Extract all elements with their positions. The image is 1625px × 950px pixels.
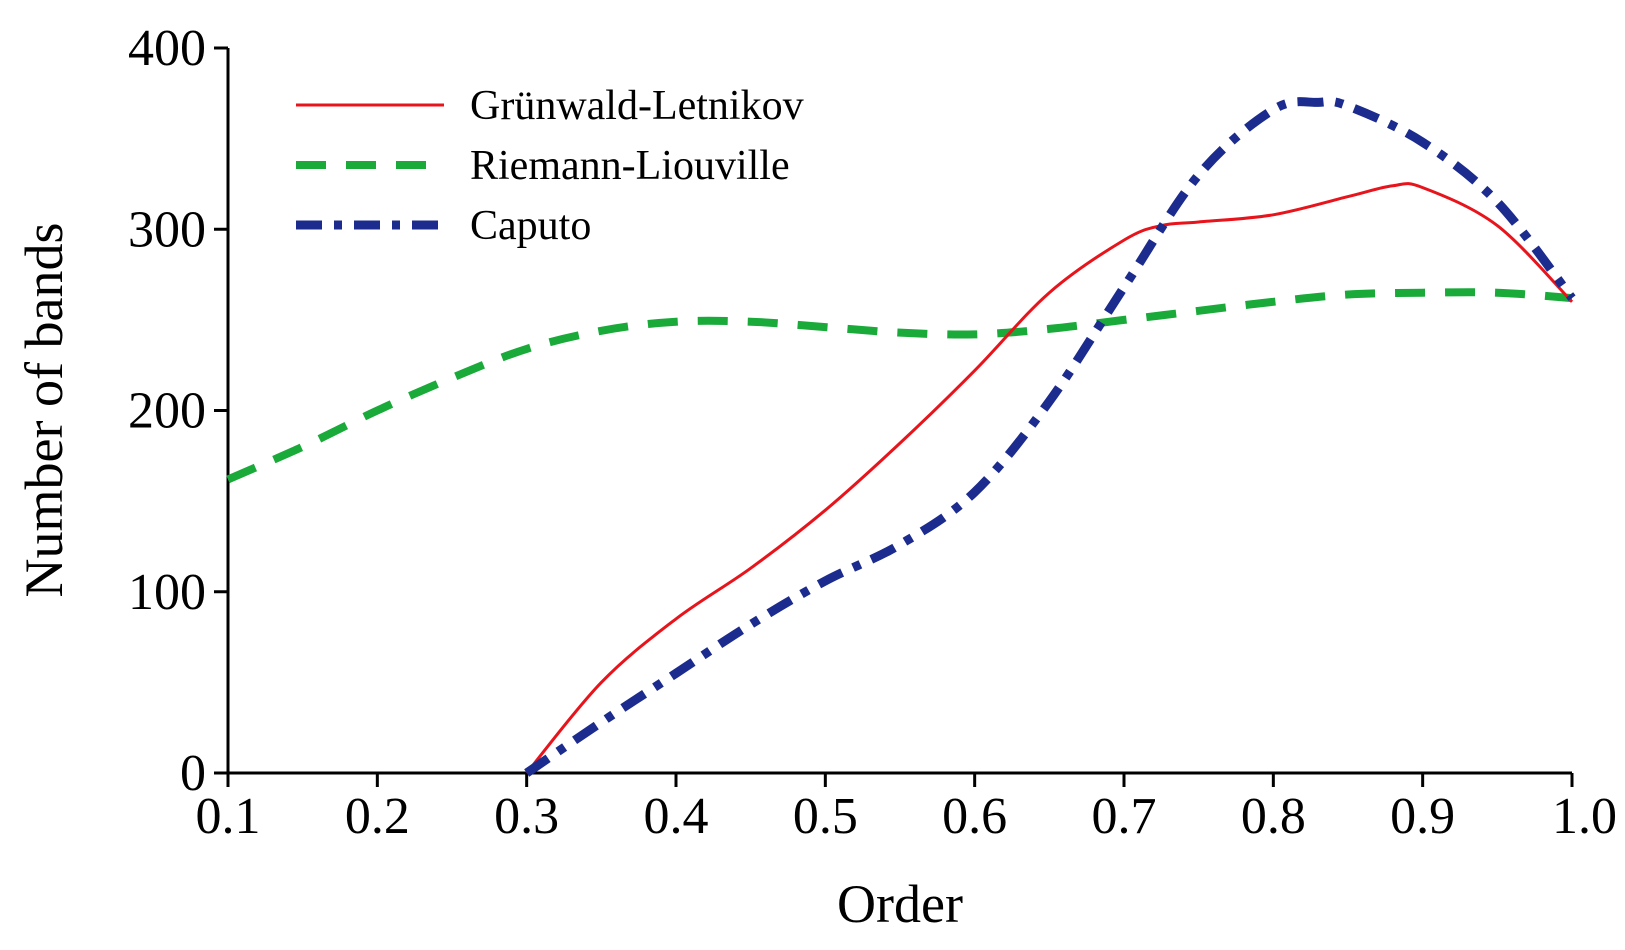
x-tick-label: 1.0 [1552,788,1617,845]
series-line-riemann-liouville [226,288,1573,484]
y-ticks: 0 100 200 300 400 [128,20,228,802]
x-tick-label: 0.1 [196,788,261,845]
x-tick-label: 0.6 [942,788,1007,845]
y-tick-label: 400 [128,20,206,77]
y-tick-label: 100 [128,564,206,621]
series-line-gr-nwald-letnikov [525,182,1574,774]
x-tick-label: 0.7 [1092,788,1157,845]
series-layer [226,97,1576,777]
y-axis-title: Number of bands [14,223,74,598]
legend-label-caputo: Caputo [470,203,591,249]
x-tick-label: 0.4 [644,788,709,845]
legend: Grünwald-Letnikov Riemann-Liouville Caputo [296,83,804,249]
y-tick-label: 300 [128,201,206,258]
series-line-caputo [524,97,1576,777]
axes [226,48,1572,775]
x-axis-title: Order [837,874,963,934]
y-tick-label: 200 [128,383,206,440]
x-tick-label: 0.8 [1241,788,1306,845]
x-tick-label: 0.9 [1390,788,1455,845]
y-tick-label: 0 [180,745,206,802]
x-tick-label: 0.2 [345,788,410,845]
x-tick-label: 0.5 [793,788,858,845]
legend-label-riemann-liouville: Riemann-Liouville [470,143,790,189]
x-tick-label: 0.3 [494,788,559,845]
legend-label-gr-nwald-letnikov: Grünwald-Letnikov [470,83,804,129]
x-ticks: 0.1 0.2 0.3 0.4 0.5 0.6 0.7 0.8 0.9 1.0 [196,773,1617,845]
